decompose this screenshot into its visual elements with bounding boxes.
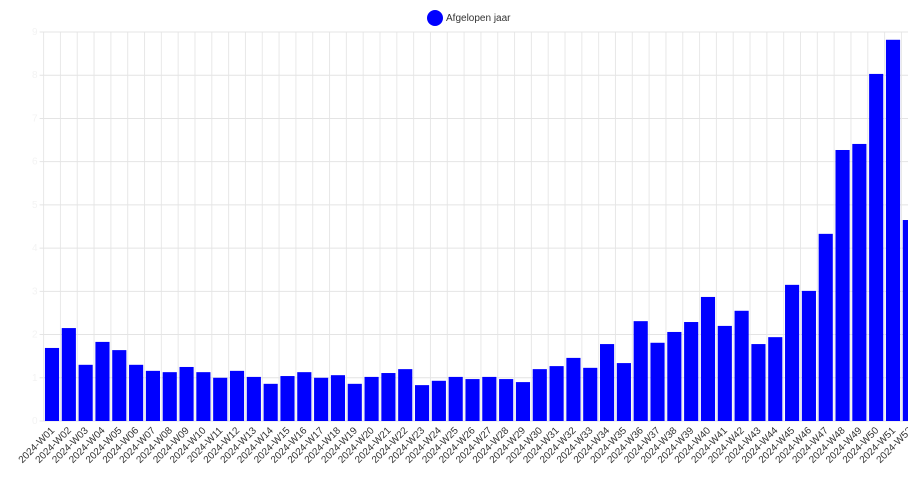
bar [364, 376, 379, 421]
y-tick-label: 0 [32, 416, 38, 427]
y-tick-label: 8 [32, 70, 38, 81]
y-tick-label: 4 [32, 243, 38, 254]
bar [465, 379, 480, 421]
y-tick-label: 1 [32, 373, 38, 384]
bar [44, 347, 60, 421]
bar [818, 233, 833, 421]
bar [162, 372, 177, 421]
bar [78, 364, 93, 421]
bar [650, 342, 665, 421]
bar [280, 376, 295, 421]
bar [347, 383, 362, 421]
bar [414, 385, 430, 421]
bar [734, 310, 749, 421]
bar [600, 344, 615, 421]
bar [684, 322, 699, 421]
y-tick-label: 3 [32, 286, 38, 297]
bar [785, 284, 800, 421]
bar [869, 73, 884, 422]
bar [196, 372, 211, 421]
bar [700, 296, 716, 421]
bar [145, 370, 160, 421]
y-tick-label: 5 [32, 200, 38, 211]
bar [213, 377, 228, 421]
bar [398, 369, 413, 421]
bar [801, 290, 816, 421]
legend-label: Afgelopen jaar [446, 13, 511, 24]
bar [448, 376, 463, 421]
bar [583, 367, 598, 421]
y-tick-label: 7 [32, 113, 38, 124]
bar [852, 143, 867, 421]
bar [566, 357, 581, 421]
bar [616, 363, 631, 421]
bar [499, 379, 514, 421]
bar [885, 39, 901, 421]
bar [263, 383, 278, 421]
y-tick-label: 2 [32, 330, 38, 341]
bar [751, 344, 766, 421]
bar [381, 373, 396, 421]
bar [95, 341, 110, 421]
legend-marker [427, 10, 443, 26]
bar [902, 220, 908, 421]
bar [246, 376, 261, 421]
bar [179, 366, 194, 421]
bar [482, 376, 497, 421]
bar [515, 382, 531, 421]
bar [314, 377, 329, 421]
bar [61, 328, 76, 421]
bar [717, 325, 732, 421]
y-tick-label: 6 [32, 157, 38, 168]
bar [431, 380, 446, 421]
bar [768, 337, 783, 421]
bar [549, 366, 564, 421]
bar [129, 364, 144, 421]
bar [297, 372, 312, 421]
y-tick-label: 9 [32, 27, 38, 38]
bar [112, 350, 127, 421]
bar [532, 369, 547, 421]
bar [667, 331, 682, 421]
bar [633, 321, 648, 421]
bar [330, 375, 346, 421]
bar [835, 149, 850, 421]
bar [229, 370, 245, 421]
